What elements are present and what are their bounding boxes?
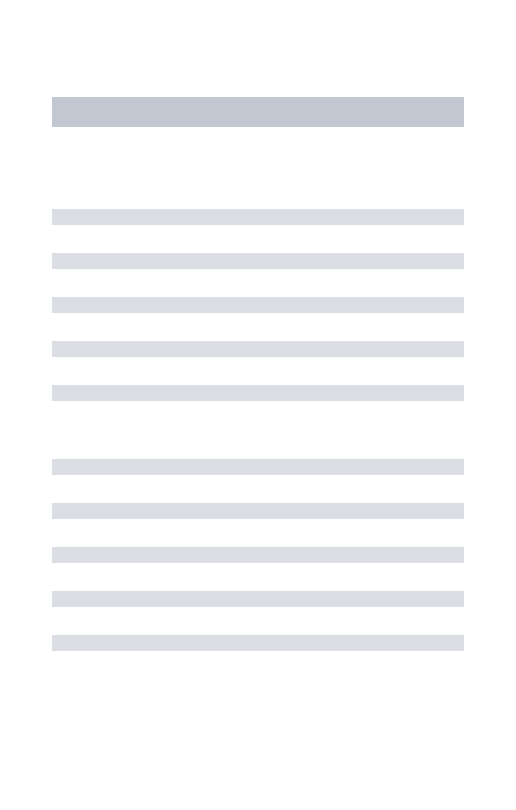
skeleton-line [52, 547, 464, 563]
skeleton-document [0, 97, 516, 651]
skeleton-line [52, 503, 464, 519]
skeleton-line [52, 209, 464, 225]
skeleton-line [52, 341, 464, 357]
skeleton-line [52, 459, 464, 475]
skeleton-line-group-1 [52, 209, 464, 401]
skeleton-line [52, 297, 464, 313]
skeleton-line [52, 253, 464, 269]
skeleton-title-bar [52, 97, 464, 127]
skeleton-line [52, 385, 464, 401]
skeleton-line [52, 591, 464, 607]
skeleton-line-group-2 [52, 459, 464, 651]
skeleton-line [52, 635, 464, 651]
